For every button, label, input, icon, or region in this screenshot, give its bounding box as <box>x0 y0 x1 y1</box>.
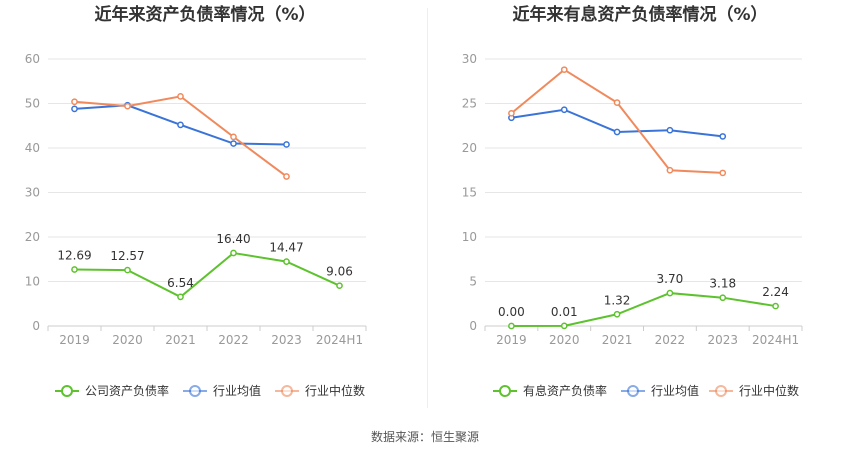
x-tick-label: 2023 <box>707 333 738 347</box>
data-label: 9.06 <box>326 265 353 279</box>
data-point <box>613 128 621 136</box>
data-point <box>560 106 568 114</box>
legend-marker <box>61 385 73 397</box>
data-label: 12.57 <box>110 249 144 263</box>
data-label: 1.32 <box>604 293 631 307</box>
y-tick-label: 15 <box>462 186 477 200</box>
x-tick-label: 2021 <box>602 333 633 347</box>
data-point <box>230 140 237 147</box>
data-point <box>283 173 290 180</box>
data-point <box>613 310 621 318</box>
legend-label: 公司资产负债率 <box>85 383 169 398</box>
y-tick-label: 0 <box>469 319 477 333</box>
series-line <box>74 251 340 299</box>
data-point <box>613 99 621 106</box>
legend-marker <box>715 385 727 397</box>
data-point <box>124 102 131 110</box>
y-tick-label: 5 <box>469 275 477 289</box>
data-label: 3.70 <box>657 272 684 286</box>
legend-label: 行业中位数 <box>739 383 799 398</box>
y-tick-label: 40 <box>25 141 40 155</box>
y-tick-label: 0 <box>32 319 40 333</box>
data-point <box>71 105 78 113</box>
x-tick-label: 2024H1 <box>752 333 799 347</box>
data-point <box>719 133 727 140</box>
x-tick-label: 2019 <box>496 333 527 347</box>
legend-label: 行业均值 <box>651 383 699 398</box>
data-point <box>71 98 78 106</box>
legend-label: 行业均值 <box>213 383 261 398</box>
data-point <box>508 109 515 117</box>
y-tick-label: 50 <box>25 97 40 111</box>
data-point <box>666 126 674 134</box>
data-point <box>230 249 237 257</box>
x-tick-label: 2022 <box>218 333 249 347</box>
data-label: 12.69 <box>57 249 91 263</box>
data-label: 14.47 <box>269 241 303 255</box>
data-point <box>124 266 131 274</box>
legend-label: 有息资产负债率 <box>523 383 607 398</box>
y-tick-label: 30 <box>25 186 40 200</box>
x-tick-label: 2019 <box>59 333 90 347</box>
data-point <box>719 294 727 302</box>
legend-marker <box>281 385 293 397</box>
y-tick-label: 30 <box>462 52 477 66</box>
data-point <box>560 66 568 74</box>
data-point <box>666 289 674 297</box>
series-line <box>74 95 288 178</box>
y-tick-label: 10 <box>25 275 40 289</box>
source-note: 数据来源：恒生聚源 <box>370 430 479 444</box>
y-tick-label: 60 <box>25 52 40 66</box>
panel-divider <box>427 8 428 408</box>
data-point <box>666 166 674 174</box>
legend-marker <box>499 385 511 397</box>
x-tick-label: 2023 <box>271 333 302 347</box>
chart-title: 近年来资产负债率情况（%） <box>94 4 315 25</box>
chart-title: 近年来有息资产负债率情况（%） <box>512 4 767 25</box>
legend-marker <box>627 385 639 397</box>
data-label: 3.18 <box>709 277 736 291</box>
x-tick-label: 2022 <box>655 333 686 347</box>
data-label: 6.54 <box>167 276 194 290</box>
series-line <box>510 68 723 174</box>
data-point <box>283 141 290 148</box>
y-tick-label: 25 <box>462 97 477 111</box>
series-line <box>511 292 776 327</box>
data-label: 0.00 <box>498 305 525 319</box>
data-point <box>719 169 727 177</box>
data-label: 2.24 <box>762 285 789 299</box>
data-point <box>230 133 237 141</box>
data-point <box>772 302 779 310</box>
data-point <box>71 266 78 273</box>
legend-marker <box>189 385 201 397</box>
data-point <box>283 258 290 265</box>
x-tick-label: 2021 <box>165 333 196 347</box>
data-point <box>177 93 184 100</box>
data-point <box>508 322 515 330</box>
data-point <box>177 293 184 301</box>
y-tick-label: 10 <box>462 230 477 244</box>
data-label: 0.01 <box>551 305 578 319</box>
y-tick-label: 20 <box>25 230 40 244</box>
data-label: 16.40 <box>216 232 250 246</box>
x-tick-label: 2020 <box>112 333 143 347</box>
x-tick-label: 2024H1 <box>316 333 363 347</box>
data-point <box>336 282 343 290</box>
data-point <box>560 322 568 330</box>
data-point <box>177 121 184 129</box>
legend-label: 行业中位数 <box>305 383 365 398</box>
x-tick-label: 2020 <box>549 333 580 347</box>
y-tick-label: 20 <box>462 141 477 155</box>
